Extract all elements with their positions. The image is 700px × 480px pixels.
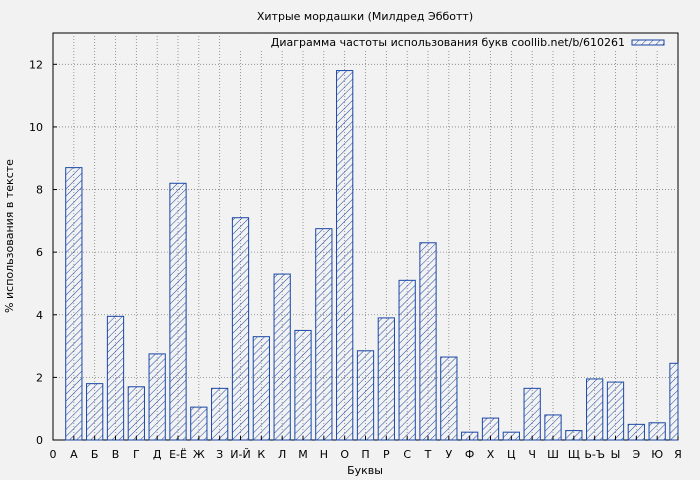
- x-tick-label: 0: [50, 448, 57, 461]
- bar-Ь-Ъ: [586, 378, 604, 441]
- x-tick-label: Т: [424, 448, 432, 461]
- y-tick-label: 12: [29, 58, 43, 71]
- x-tick-label: К: [257, 448, 265, 461]
- x-tick-label: Ь-Ъ: [584, 448, 605, 461]
- x-tick-label: Ы: [611, 448, 621, 461]
- x-axis-label: Буквы: [347, 464, 383, 477]
- bars: [65, 70, 679, 441]
- bar-С: [398, 279, 416, 441]
- bar-Я: [669, 362, 679, 441]
- x-tick-label: В: [112, 448, 120, 461]
- x-tick-label: Ю: [651, 448, 663, 461]
- x-tick-label: У: [445, 448, 452, 461]
- x-tick-label: З: [216, 448, 223, 461]
- chart-title: Хитрые мордашки (Милдред Эбботт): [257, 10, 473, 23]
- bar-А: [65, 167, 83, 441]
- x-tick-label: Э: [632, 448, 640, 461]
- x-tick-label: Н: [320, 448, 328, 461]
- x-tick-label: Я: [674, 448, 682, 461]
- bar-У: [440, 356, 458, 441]
- y-tick-label: 4: [36, 309, 43, 322]
- x-tick-label: О: [340, 448, 349, 461]
- bar-М: [294, 329, 312, 441]
- y-tick-label: 2: [36, 371, 43, 384]
- bar-В: [106, 315, 125, 441]
- bar-Ы: [606, 381, 625, 441]
- x-tick-label: Ш: [547, 448, 559, 461]
- x-tick-label: Б: [91, 448, 99, 461]
- legend-background: [240, 35, 674, 51]
- tick-labels: 0 А Б В Г Д Е-Ё Ж З И-Й К Л М Н О П Р С Т У Ф Х Ц Ч Ш Щ Ь-Ъ Ы Э Ю Я024…: [29, 58, 682, 461]
- x-tick-label: Д: [153, 448, 162, 461]
- bar-П: [356, 350, 375, 441]
- bar-Н: [315, 228, 333, 441]
- x-tick-label: Р: [383, 448, 390, 461]
- y-tick-label: 0: [36, 434, 43, 447]
- x-tick-label: Щ: [568, 448, 580, 461]
- legend: Диаграмма частоты использования букв coo…: [240, 35, 674, 51]
- bar-З: [211, 387, 229, 441]
- legend-label: Диаграмма частоты использования букв coo…: [271, 36, 625, 49]
- x-tick-label: Л: [278, 448, 286, 461]
- x-tick-label: Ж: [193, 448, 205, 461]
- x-tick-label: Ч: [528, 448, 536, 461]
- x-tick-label: М: [298, 448, 308, 461]
- x-tick-label: Г: [133, 448, 140, 461]
- x-tick-label: С: [403, 448, 411, 461]
- y-tick-label: 8: [36, 184, 43, 197]
- bar-Р: [377, 317, 395, 441]
- y-tick-label: 10: [29, 121, 43, 134]
- y-axis-label: % использования в тексте: [3, 159, 16, 313]
- x-tick-label: П: [361, 448, 369, 461]
- bar-И-Й: [231, 217, 250, 441]
- bar-Ж: [190, 406, 208, 441]
- bar-Ч: [523, 387, 541, 441]
- bar-Д: [148, 353, 166, 441]
- x-tick-label: Е-Ё: [169, 448, 187, 461]
- legend-swatch: [631, 39, 665, 46]
- bar-О: [336, 70, 354, 441]
- bar-Г: [127, 386, 145, 441]
- y-tick-label: 6: [36, 246, 43, 259]
- x-tick-label: Ц: [507, 448, 516, 461]
- x-tick-label: А: [70, 448, 78, 461]
- x-tick-label: Х: [487, 448, 495, 461]
- bar-Б: [86, 383, 104, 441]
- bar-Е-Ё: [169, 182, 187, 441]
- x-tick-label: Ф: [465, 448, 474, 461]
- bar-Л: [273, 273, 291, 441]
- bar-Т: [419, 242, 437, 441]
- x-tick-label: И-Й: [230, 448, 250, 461]
- bar-К: [252, 336, 270, 441]
